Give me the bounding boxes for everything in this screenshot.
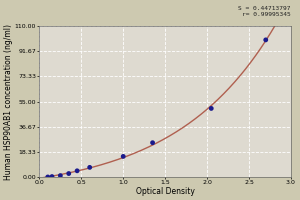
- X-axis label: Optical Density: Optical Density: [136, 187, 195, 196]
- Point: [75, 169, 80, 172]
- Y-axis label: Human HSP90AB1 concentration (ng/ml): Human HSP90AB1 concentration (ng/ml): [4, 24, 13, 180]
- Point: [45, 175, 50, 179]
- Text: S = 0.44713797
r= 0.99995345: S = 0.44713797 r= 0.99995345: [238, 6, 291, 17]
- Point: [263, 38, 268, 41]
- Point: [50, 175, 54, 178]
- Point: [121, 155, 126, 158]
- Point: [66, 172, 71, 175]
- Point: [209, 107, 214, 110]
- Point: [58, 174, 63, 177]
- Point: [150, 141, 155, 144]
- Point: [87, 166, 92, 169]
